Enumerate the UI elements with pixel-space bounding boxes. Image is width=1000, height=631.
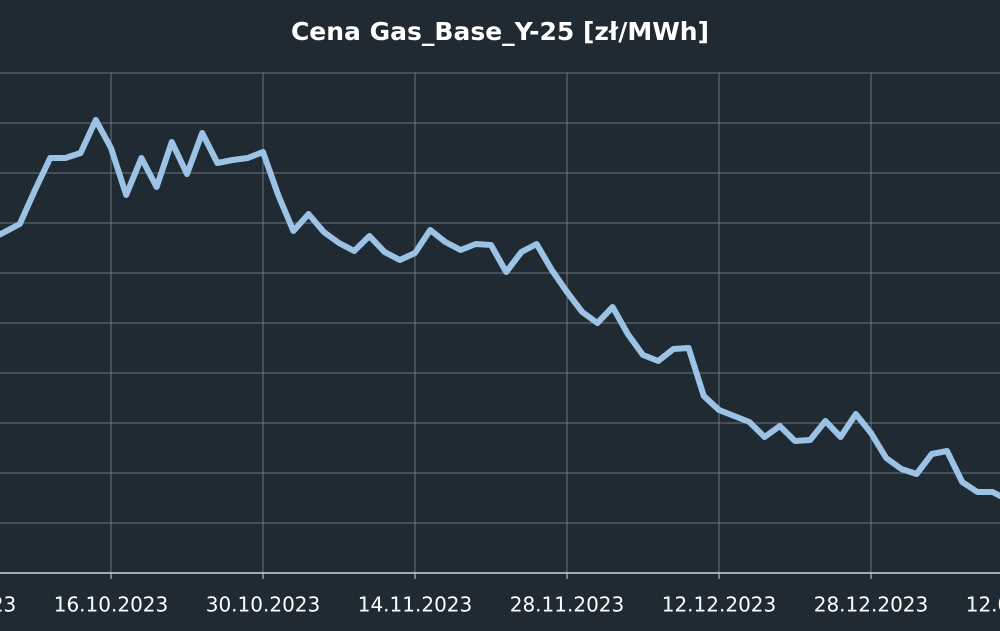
x-tick-label: 12.01.2024 [966, 593, 1000, 617]
x-tick-label: 28.12.2023 [814, 593, 929, 617]
x-tick-label: 28.11.2023 [510, 593, 625, 617]
series-line [0, 117, 1000, 500]
x-tick-label: 16.10.2023 [54, 593, 169, 617]
x-tick-label: 30.10.2023 [206, 593, 321, 617]
x-tick-label: 14.11.2023 [358, 593, 473, 617]
x-tick-label: 02.10.2023 [0, 593, 16, 617]
plot [0, 117, 1000, 500]
grid: 01234567891002.10.202316.10.202330.10.20… [0, 72, 1000, 617]
x-tick-label: 12.12.2023 [662, 593, 777, 617]
chart-title: Cena Gas_Base_Y-25 [zł/MWh] [291, 17, 709, 46]
